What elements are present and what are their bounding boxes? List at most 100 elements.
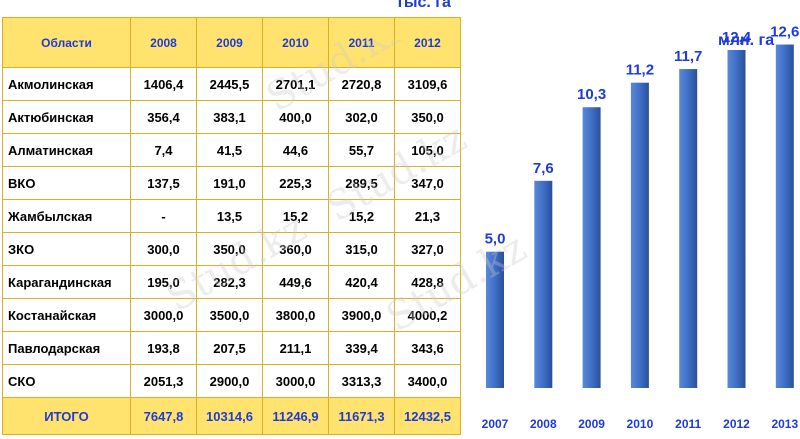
header-cell: Области: [2, 17, 131, 68]
value-cell: 289,5: [328, 166, 395, 200]
value-cell: 2720,8: [328, 67, 395, 101]
bar-2011: [679, 69, 698, 389]
value-cell: 13,5: [196, 199, 263, 233]
header-cell: 2012: [394, 17, 461, 68]
value-cell: 428,8: [394, 265, 461, 299]
value-cell: 105,0: [394, 133, 461, 167]
table-row: Павлодарская 193,8 207,5 211,1 339,4 343,6: [2, 331, 461, 365]
table-row: Жамбылская -13,5 15,2 15,2 21,3: [2, 199, 461, 233]
header-cell: 2008: [130, 17, 197, 68]
total-cell: 12432,5: [394, 397, 461, 435]
value-cell: 400,0: [262, 100, 329, 134]
value-cell: 2701,1: [262, 67, 329, 101]
bar-2009: [582, 107, 601, 389]
value-cell: 350,0: [394, 100, 461, 134]
value-label: 7,6: [533, 160, 554, 177]
value-cell: 195,0: [130, 265, 197, 299]
value-cell: 327,0: [394, 232, 461, 266]
value-cell: 420,4: [328, 265, 395, 299]
bar-2007: [486, 251, 504, 388]
x-tick-label: 2008: [530, 417, 557, 431]
value-cell: 3000,0: [130, 298, 197, 332]
value-cell: 7,4: [130, 133, 197, 167]
value-label: 11,2: [626, 62, 654, 79]
value-cell: 3400,0: [394, 364, 461, 398]
total-cell: 7647,8: [130, 397, 197, 435]
value-cell: 2900,0: [196, 364, 263, 398]
value-label: 12,4: [722, 29, 752, 46]
table-unit-label: тыс. га: [396, 0, 451, 11]
region-name-cell: Акмолинская: [2, 67, 131, 101]
total-row: ИТОГО 7647,8 10314,6 11246,9 11671,3 124…: [2, 397, 461, 435]
table-row: Акмолинская 1406,4 2445,5 2701,1 2720,8 3109,…: [2, 67, 461, 101]
chart-unit-label: млн. га: [718, 32, 775, 49]
value-cell: 3800,0: [262, 298, 329, 332]
value-cell: 360,0: [262, 232, 329, 266]
region-name-cell: Костанайская: [2, 298, 131, 332]
total-cell: 11671,3: [328, 397, 395, 435]
value-cell: 44,6: [262, 133, 329, 167]
value-cell: 4000,2: [394, 298, 461, 332]
total-cell: 10314,6: [196, 397, 263, 435]
value-cell: 21,3: [394, 199, 461, 233]
bar-2008: [534, 180, 553, 388]
value-cell: 343,6: [394, 331, 461, 365]
bar-chart: 5,0 2007 7,6 2008 10,3 2009 11,2 2010 11,7 2011 12…: [482, 24, 800, 431]
region-name-cell: Карагандинская: [2, 265, 131, 299]
value-label: 5,0: [485, 231, 506, 248]
table-row: ВКО 137,5 191,0 225,3 289,5 347,0: [2, 166, 461, 200]
value-cell: 383,1: [196, 100, 263, 134]
table-row: Карагандинская 195,0 282,3 449,6 420,4 428,8: [2, 265, 461, 299]
value-cell: 2051,3: [130, 364, 197, 398]
table-row: Алматинская 7,4 41,5 44,6 55,7 105,0: [2, 133, 461, 167]
value-cell: 282,3: [196, 265, 263, 299]
value-cell: 300,0: [130, 232, 197, 266]
value-cell: 191,0: [196, 166, 263, 200]
value-cell: 350,0: [196, 232, 263, 266]
total-cell: 11246,9: [262, 397, 329, 435]
bar-2013: [775, 44, 794, 389]
value-cell: 207,5: [196, 331, 263, 365]
value-cell: 41,5: [196, 133, 263, 167]
value-cell: 193,8: [130, 331, 197, 365]
region-name-cell: ЗКО: [2, 232, 131, 266]
value-cell: 315,0: [328, 232, 395, 266]
value-label: 12,6: [770, 24, 799, 41]
x-tick-label: 2011: [675, 417, 701, 431]
value-cell: 347,0: [394, 166, 461, 200]
value-cell: 3900,0: [328, 298, 395, 332]
regions-table: Области 2008 2009 2010 2011 2012 Акмолин…: [2, 17, 461, 435]
region-name-cell: Жамбылская: [2, 199, 131, 233]
value-cell: 15,2: [262, 199, 329, 233]
value-cell: 3109,6: [394, 67, 461, 101]
value-cell: -: [130, 199, 197, 233]
bar-2010: [630, 82, 649, 389]
region-name-cell: ВКО: [2, 166, 131, 200]
x-tick-label: 2010: [627, 417, 654, 431]
value-cell: 449,6: [262, 265, 329, 299]
value-cell: 3313,3: [328, 364, 395, 398]
value-cell: 1406,4: [130, 67, 197, 101]
header-cell: 2011: [328, 17, 395, 68]
value-label: 11,7: [674, 48, 702, 65]
value-cell: 3000,0: [262, 364, 329, 398]
region-name-cell: Павлодарская: [2, 331, 131, 365]
bar-2012: [727, 49, 746, 389]
value-cell: 55,7: [328, 133, 395, 167]
value-cell: 302,0: [328, 100, 395, 134]
region-name-cell: СКО: [2, 364, 131, 398]
total-label: ИТОГО: [2, 397, 131, 435]
region-name-cell: Актюбинская: [2, 100, 131, 134]
value-cell: 137,5: [130, 166, 197, 200]
table-row: ЗКО 300,0 350,0 360,0 315,0 327,0: [2, 232, 461, 266]
region-name-cell: Алматинская: [2, 133, 131, 167]
x-tick-label: 2013: [771, 417, 798, 431]
value-cell: 2445,5: [196, 67, 263, 101]
value-cell: 211,1: [262, 331, 329, 365]
table-body: Акмолинская 1406,4 2445,5 2701,1 2720,8 3109,…: [2, 67, 461, 398]
header-cell: 2009: [196, 17, 263, 68]
x-tick-label: 2007: [482, 417, 509, 431]
table-header-row: Области 2008 2009 2010 2011 2012: [2, 17, 461, 68]
value-cell: 339,4: [328, 331, 395, 365]
x-tick-label: 2012: [723, 417, 750, 431]
